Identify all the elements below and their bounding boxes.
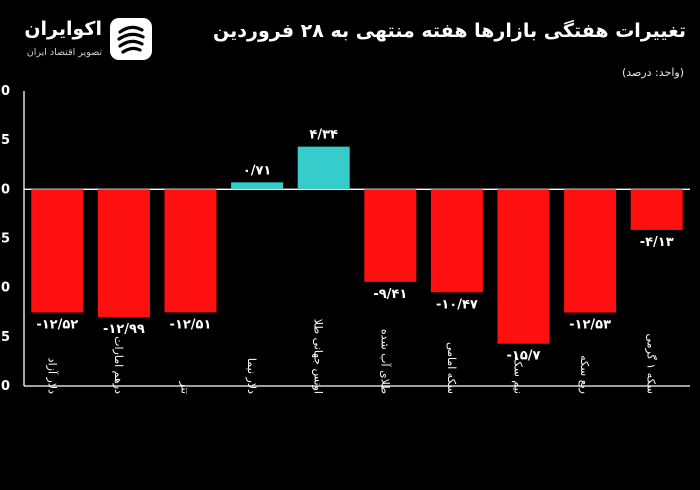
y-tick-label: 10 — [0, 84, 10, 99]
y-tick-label: -15 — [0, 330, 10, 345]
brand: اکوایران تصویر اقتصاد ایران — [6, 16, 156, 66]
x-category-label: دلار آزاد — [45, 358, 59, 394]
bar — [31, 189, 84, 313]
x-category-label: دلار نیما — [245, 358, 258, 394]
chart-title: تغییرات هفتگی بازارها هفته منتهی به ۲۸ ف… — [213, 20, 686, 42]
bar — [430, 189, 483, 293]
bar-value-label: ۰/۷۱ — [243, 163, 272, 178]
bar — [297, 146, 350, 190]
bar — [231, 182, 284, 190]
bar — [364, 189, 417, 282]
y-tick-label: -5 — [0, 232, 10, 247]
y-tick-label: 5 — [1, 133, 10, 148]
x-category-label: سکه امامی — [445, 342, 458, 394]
bar-value-label: -۱۲/۵۳ — [569, 318, 611, 333]
bar-value-label: -۱۵/۷ — [507, 349, 541, 364]
x-category-label: سکه ۱ گرمی — [645, 334, 658, 394]
bar — [97, 189, 150, 318]
bar-value-label: -۱۲/۵۲ — [36, 317, 78, 332]
brand-name: اکوایران — [24, 18, 102, 40]
bar — [164, 189, 217, 313]
y-tick-label: 0 — [1, 182, 10, 197]
x-category-label: اونس جهانی طلا — [312, 319, 325, 394]
x-category-label: طلای آب شده — [378, 329, 392, 394]
bar-value-label: -۱۲/۹۹ — [103, 322, 145, 337]
y-tick-label: -10 — [0, 281, 10, 296]
x-category-label: ربع سکه — [578, 355, 591, 394]
bar-value-label: -۴/۱۳ — [640, 235, 674, 250]
bar-value-label: ۴/۳۴ — [309, 128, 338, 143]
bar — [497, 189, 550, 344]
bar — [630, 189, 683, 230]
x-category-label: درهم امارات — [112, 336, 125, 394]
brand-logo-icon — [110, 18, 152, 60]
bar-value-label: -۹/۴۱ — [373, 287, 407, 302]
unit-label: (واحد: درصد) — [621, 66, 684, 79]
bar — [564, 189, 617, 313]
brand-subtitle: تصویر اقتصاد ایران — [26, 47, 102, 58]
x-category-label: نیم سکه — [512, 356, 525, 394]
bar-value-label: -۱۲/۵۱ — [170, 317, 212, 332]
x-category-label: تتر — [179, 381, 192, 394]
y-tick-label: -20 — [0, 379, 10, 394]
bar-value-label: -۱۰/۴۷ — [436, 297, 478, 312]
